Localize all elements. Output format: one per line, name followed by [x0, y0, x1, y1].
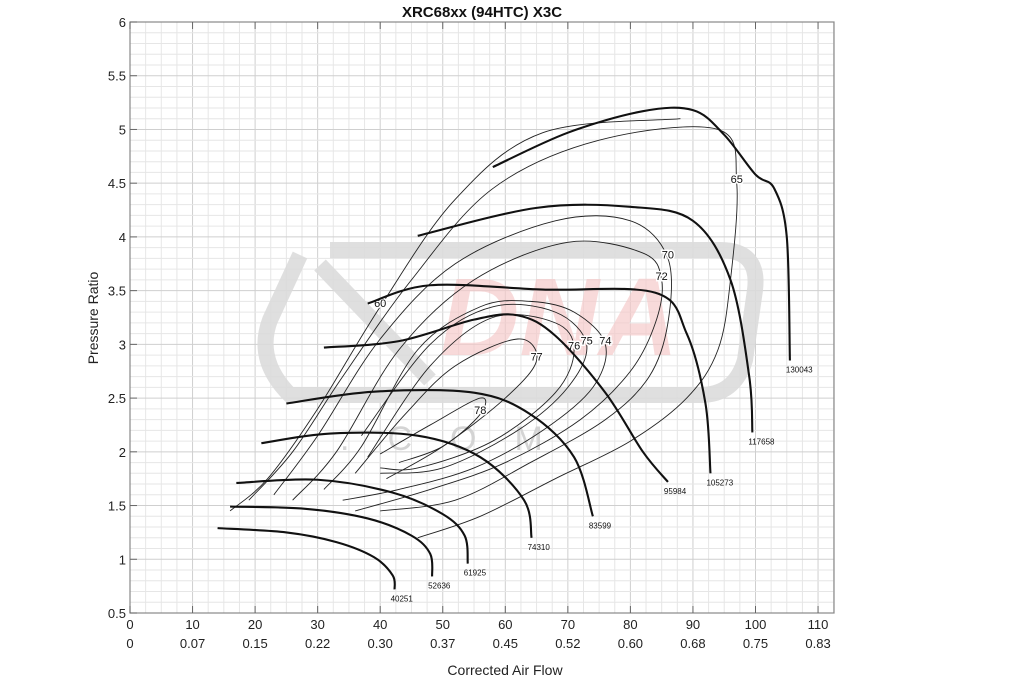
efficiency-label: 70 [662, 249, 674, 261]
x-tick-label-secondary: 0.68 [680, 636, 705, 651]
axis-labels: 0 0 10 0.07 20 0.15 30 0.22 40 0.30 50 0.37 60 0.45 70… [108, 15, 831, 651]
watermark-text: DNA [440, 256, 678, 379]
y-tick-label: 1 [119, 552, 126, 567]
y-tick-label: 5.5 [108, 69, 126, 84]
speed-line [230, 505, 434, 577]
speed-line [323, 313, 669, 483]
speed-line [286, 389, 594, 517]
speed-line [261, 431, 533, 538]
speed-line-label: 83599 [589, 521, 612, 530]
x-tick-label: 70 [561, 617, 575, 632]
efficiency-contour [273, 215, 672, 512]
x-tick-label: 80 [623, 617, 637, 632]
y-axis-label: Pressure Ratio [85, 271, 101, 364]
x-tick-label-secondary: 0.60 [618, 636, 643, 651]
speed-line [367, 283, 712, 474]
x-tick-label-secondary: 0.07 [180, 636, 205, 651]
efficiency-contour [367, 314, 575, 471]
x-tick-label: 40 [373, 617, 387, 632]
x-tick-label-secondary: 0.30 [368, 636, 393, 651]
x-tick-label-secondary: 0.75 [743, 636, 768, 651]
x-tick-label-secondary: 0.52 [555, 636, 580, 651]
speed-line [217, 527, 396, 590]
speed-line-label: 61925 [464, 569, 487, 578]
chart-title: XRC68xx (94HTC) X3C [402, 4, 562, 21]
x-tick-label-secondary: 0.15 [242, 636, 267, 651]
x-tick-label: 0 [126, 617, 133, 632]
efficiency-contour [379, 397, 487, 463]
y-tick-label: 3.5 [108, 284, 126, 299]
speed-line-label: 117658 [748, 437, 775, 446]
x-tick-label-secondary: 0.83 [805, 636, 830, 651]
x-tick-label: 100 [745, 617, 767, 632]
speed-line-label: 95984 [664, 487, 687, 496]
x-tick-label-secondary: 0 [126, 636, 133, 651]
plot-grid [129, 21, 835, 614]
y-tick-label: 6 [119, 15, 126, 30]
speed-line-label: 130043 [786, 365, 813, 374]
y-tick-label: 5 [119, 122, 126, 137]
efficiency-contour [292, 240, 663, 512]
efficiency-label: 75 [580, 335, 592, 347]
speed-line [492, 106, 791, 361]
x-tick-label-secondary: 0.37 [430, 636, 455, 651]
x-axis-label: Corrected Air Flow [447, 662, 563, 678]
efficiency-label: 72 [656, 271, 668, 283]
speed-line-label: 105273 [706, 478, 733, 487]
speed-line-label: 40251 [391, 594, 414, 603]
x-tick-label-secondary: 0.22 [305, 636, 330, 651]
x-tick-label: 60 [498, 617, 512, 632]
efficiency-label: 65 [731, 174, 743, 186]
x-tick-label-secondary: 0.45 [493, 636, 518, 651]
x-tick-label: 30 [310, 617, 324, 632]
y-tick-label: 3 [119, 337, 126, 352]
speed-lines: 40251 52636 61925 74310 83599 95984 105273 1176… [217, 106, 813, 603]
x-tick-label: 50 [436, 617, 450, 632]
y-tick-label: 0.5 [108, 606, 126, 621]
y-tick-label: 4 [119, 230, 126, 245]
x-tick-label: 10 [185, 617, 199, 632]
speed-line [417, 203, 754, 433]
plot-frame [129, 21, 835, 614]
y-tick-label: 1.5 [108, 499, 126, 514]
efficiency-label: 77 [530, 351, 542, 363]
speed-line-label: 74310 [528, 543, 551, 552]
speed-line [236, 478, 469, 564]
efficiency-contour [361, 303, 588, 474]
speed-line-label: 52636 [428, 581, 451, 590]
x-tick-label: 110 [808, 617, 829, 632]
x-tick-label: 20 [248, 617, 262, 632]
y-tick-label: 4.5 [108, 176, 126, 191]
efficiency-label: 78 [474, 405, 486, 417]
y-tick-label: 2.5 [108, 391, 126, 406]
y-tick-label: 2 [119, 445, 126, 460]
x-tick-label: 90 [686, 617, 700, 632]
efficiency-label: 74 [599, 335, 611, 347]
watermark-logo: DNA .COM [257, 242, 764, 458]
efficiency-contour [323, 300, 607, 501]
svg-text:.COM: .COM [340, 420, 581, 458]
efficiency-contour [229, 118, 681, 512]
